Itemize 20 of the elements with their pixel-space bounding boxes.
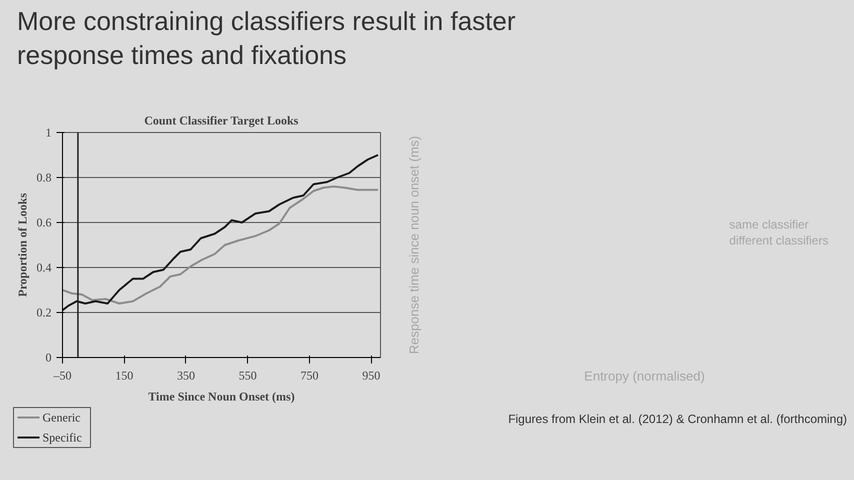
y-tick-label: 0.8 <box>36 170 52 184</box>
x-tick-label: 750 <box>300 368 318 382</box>
y-tick-label: 1 <box>46 126 52 140</box>
text: More constraining classifiers result in faster response times and fixations <box>17 5 517 72</box>
y-tick-label: 0.2 <box>36 306 52 320</box>
x-axis-title: Time Since Noun Onset (ms) <box>148 390 295 404</box>
legend-label: Specific <box>42 430 82 444</box>
x-tick-label: 350 <box>176 368 195 382</box>
x-tick-label: 150 <box>115 368 134 382</box>
text: Figures from Klein et al. (2012) & Cronhamn et al. (forthcoming) <box>508 411 847 428</box>
line-series <box>62 186 380 304</box>
x-tick-label: 950 <box>362 368 380 382</box>
y-tick-label: 0 <box>46 350 52 364</box>
x-tick-label: 550 <box>238 368 257 382</box>
y-axis-title: Proportion of Looks <box>16 192 30 297</box>
x-tick-label: –50 <box>52 368 72 382</box>
y-tick-label: 0.4 <box>36 260 52 274</box>
chart-title: Count Classifier Target Looks <box>144 114 299 128</box>
y-tick-label: 0.6 <box>36 216 52 230</box>
legend-label: Generic <box>42 410 80 424</box>
